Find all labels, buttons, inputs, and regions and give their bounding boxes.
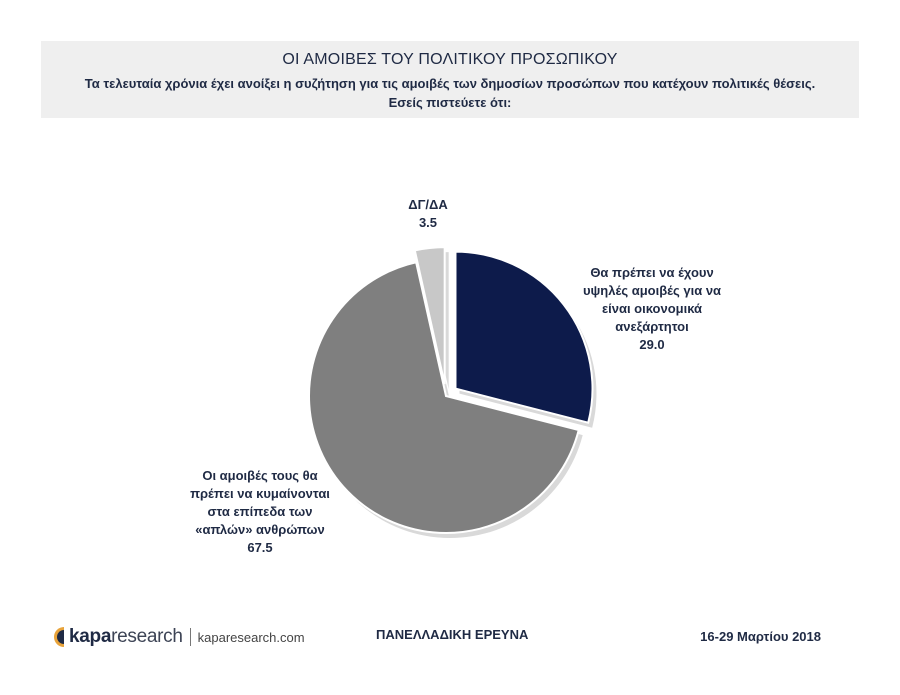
slice-label-text: Θα πρέπει να έχουν υψηλές αμοιβές για να…	[582, 265, 722, 334]
slice-label-high-pay: Θα πρέπει να έχουν υψηλές αμοιβές για να…	[572, 264, 732, 354]
pie-slice-dk-na	[413, 246, 446, 385]
slice-value: 3.5	[418, 215, 438, 230]
logo-wordmark: kaparesearch	[69, 626, 183, 647]
logo-divider	[189, 628, 191, 646]
slice-label-dk-na: ΔΓ/ΔΑ 3.5	[398, 196, 458, 232]
slice-value: 67.5	[247, 540, 273, 555]
chart-header: ΟΙ ΑΜΟΙΒΕΣ ΤΟΥ ΠΟΛΙΤΙΚΟΥ ΠΡΟΣΩΠΙΚΟΥ Τα τ…	[41, 41, 859, 118]
chart-title: ΟΙ ΑΜΟΙΒΕΣ ΤΟΥ ΠΟΛΙΤΙΚΟΥ ΠΡΟΣΩΠΙΚΟΥ	[282, 51, 618, 68]
slice-label-text: Οι αμοιβές τους θα πρέπει να κυμαίνονται…	[190, 468, 330, 537]
kapa-research-logo: kaparesearch kaparesearch.com	[52, 626, 305, 648]
survey-date: 16-29 Μαρτίου 2018	[700, 629, 821, 644]
kapa-logo-icon	[54, 627, 64, 647]
slice-label-text: ΔΓ/ΔΑ	[408, 197, 448, 212]
pie-slice-ordinary-pay	[308, 261, 580, 534]
logo-url: kaparesearch.com	[197, 629, 305, 645]
slice-label-ordinary-pay: Οι αμοιβές τους θα πρέπει να κυμαίνονται…	[180, 467, 340, 557]
pie-slice-high-pay	[454, 250, 594, 424]
survey-label: ΠΑΝΕΛΛΑΔΙΚΗ ΕΡΕΥΝΑ	[376, 627, 529, 642]
slice-value: 29.0	[639, 337, 665, 352]
chart-subtitle: Τα τελευταία χρόνια έχει ανοίξει η συζήτ…	[84, 76, 816, 110]
